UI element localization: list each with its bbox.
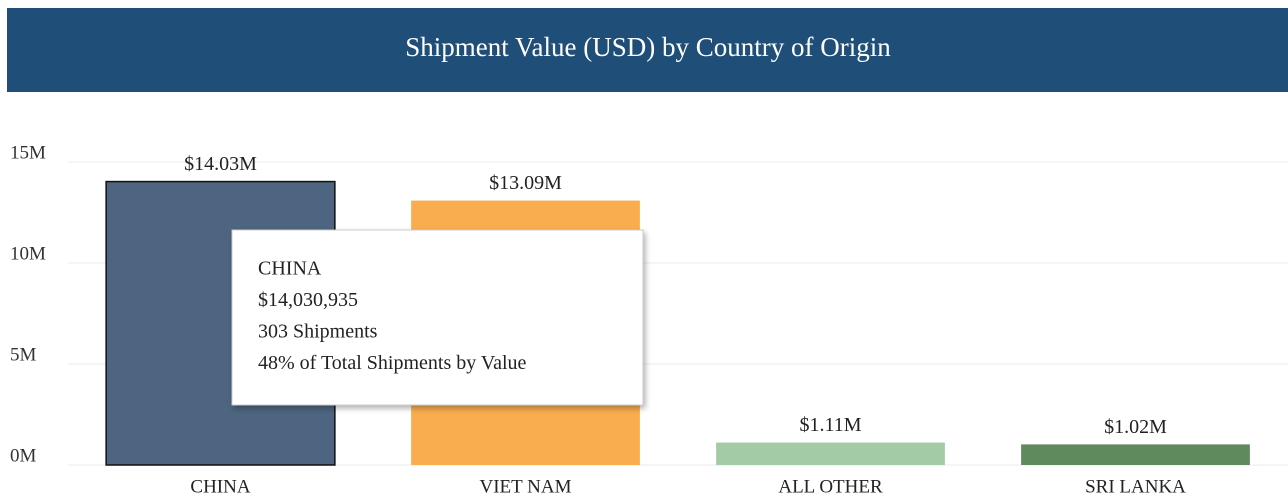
tooltip-box	[231, 229, 644, 406]
y-tick-label: 15M	[10, 142, 46, 163]
tooltip-line: 303 Shipments	[258, 321, 378, 343]
value-label: $1.11M	[799, 414, 861, 436]
x-tick-label: ALL OTHER	[778, 476, 883, 497]
plot: 0M 5M 10M 15M CHINA $14.03M VIET NAM $13.09M ALL…	[10, 142, 1288, 497]
tooltip: CHINA $14,030,935 303 Shipments 48% of Tota…	[231, 229, 644, 406]
value-label: $13.09M	[489, 172, 562, 194]
tooltip-line: CHINA	[258, 258, 322, 280]
value-label: $1.02M	[1104, 416, 1167, 438]
x-tick-label: CHINA	[190, 476, 250, 497]
header-bar	[7, 8, 1288, 92]
y-tick-label: 0M	[10, 445, 37, 466]
bar	[1021, 444, 1250, 465]
y-tick-label: 5M	[10, 344, 37, 365]
x-tick-label: VIET NAM	[479, 476, 571, 497]
chart-title: Shipment Value (USD) by Country of Origi…	[405, 32, 891, 62]
value-label: $14.03M	[184, 153, 257, 175]
bar	[716, 442, 945, 465]
tooltip-line: 48% of Total Shipments by Value	[258, 352, 527, 374]
x-tick-label: SRI LANKA	[1085, 476, 1186, 497]
y-tick-label: 10M	[10, 243, 46, 264]
tooltip-line: $14,030,935	[258, 289, 358, 311]
